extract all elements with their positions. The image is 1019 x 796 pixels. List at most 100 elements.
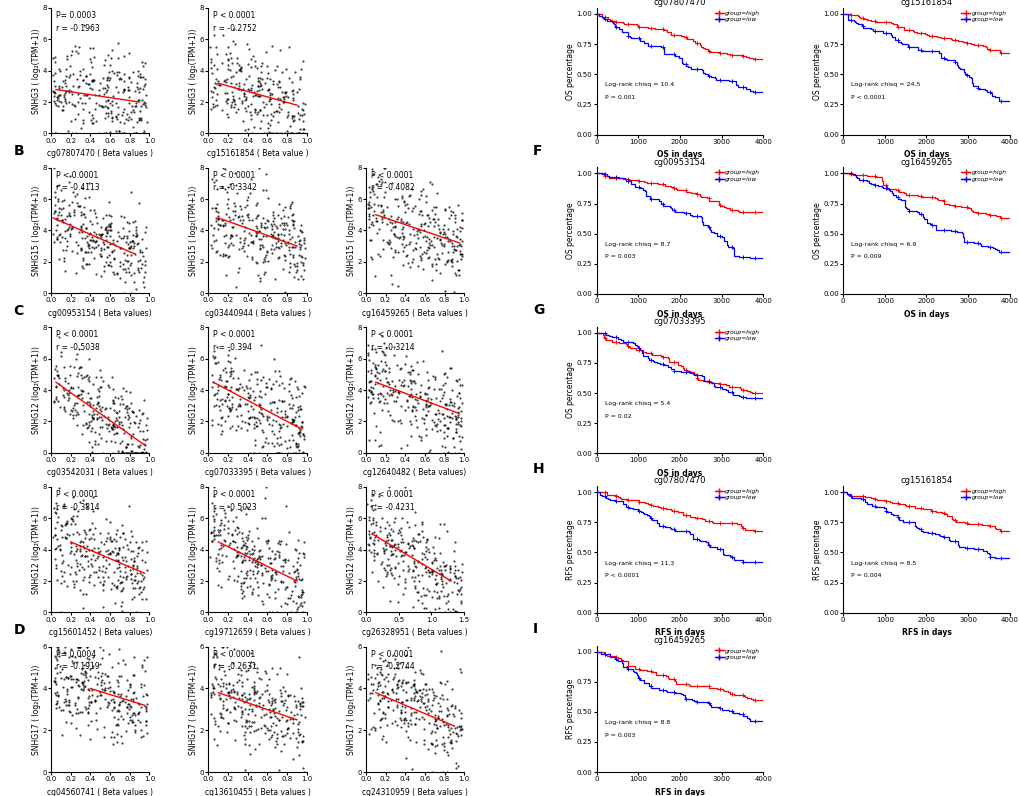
Point xyxy=(436,564,452,576)
Point xyxy=(230,76,247,89)
Point xyxy=(82,436,98,449)
Point xyxy=(88,211,104,224)
Point xyxy=(130,440,147,453)
Point xyxy=(108,528,124,540)
Point xyxy=(212,529,228,541)
Point xyxy=(49,574,65,587)
Point xyxy=(52,89,68,102)
Point xyxy=(424,178,440,190)
Point xyxy=(272,212,288,224)
Point xyxy=(221,706,237,719)
Point xyxy=(405,531,421,544)
Point xyxy=(287,437,304,450)
Point xyxy=(248,199,264,212)
Point xyxy=(115,232,131,244)
Point xyxy=(70,680,87,693)
Point xyxy=(104,383,120,396)
Point xyxy=(204,66,220,79)
Point xyxy=(71,540,88,552)
Point xyxy=(397,694,414,707)
Point xyxy=(288,606,305,618)
Point xyxy=(380,688,396,700)
Point xyxy=(240,100,257,113)
Point xyxy=(51,82,67,95)
Point xyxy=(430,404,446,417)
Point xyxy=(390,373,407,386)
Point xyxy=(294,256,311,269)
Point xyxy=(452,581,469,594)
Point xyxy=(268,375,284,388)
Point xyxy=(124,582,141,595)
Point xyxy=(289,736,306,749)
Point xyxy=(64,98,81,111)
Point xyxy=(371,525,387,538)
Point xyxy=(237,508,254,521)
Point xyxy=(96,574,112,587)
Point xyxy=(139,689,155,701)
Point xyxy=(113,392,129,405)
Point xyxy=(119,108,136,121)
Point xyxy=(271,546,287,559)
Point xyxy=(47,67,63,80)
Point xyxy=(47,497,63,509)
Point xyxy=(374,330,390,342)
Point xyxy=(435,560,451,572)
Point xyxy=(293,251,310,263)
Point xyxy=(273,127,289,140)
Point xyxy=(49,640,65,653)
Point xyxy=(425,718,441,731)
Point xyxy=(220,539,236,552)
Point xyxy=(210,209,226,222)
Point xyxy=(418,408,434,421)
Point xyxy=(426,383,442,396)
Point xyxy=(88,401,104,414)
Point xyxy=(94,666,110,679)
Point xyxy=(99,226,115,239)
Point xyxy=(293,573,310,586)
Point xyxy=(373,365,389,377)
Point xyxy=(423,204,439,217)
Point xyxy=(271,538,287,551)
Point xyxy=(82,233,98,246)
Point xyxy=(254,703,270,716)
Point xyxy=(206,515,222,528)
Point xyxy=(240,554,257,567)
Point xyxy=(413,525,429,537)
Point xyxy=(127,536,144,548)
Point xyxy=(272,418,288,431)
X-axis label: cg12640482 ( Beta values): cg12640482 ( Beta values) xyxy=(363,469,467,478)
Point xyxy=(46,89,62,102)
Point xyxy=(297,242,313,255)
Point xyxy=(137,57,153,69)
Point xyxy=(264,606,280,618)
Point xyxy=(110,444,126,457)
Point xyxy=(431,395,447,408)
Point xyxy=(132,730,149,743)
Point xyxy=(291,242,308,255)
Point xyxy=(381,529,397,541)
Point xyxy=(424,239,440,252)
Point xyxy=(137,255,153,267)
Point xyxy=(47,50,63,63)
Point xyxy=(50,689,66,701)
Point xyxy=(269,537,285,550)
Point xyxy=(91,547,107,560)
Point xyxy=(111,256,127,269)
Point xyxy=(263,564,279,577)
Point xyxy=(64,404,81,417)
Point xyxy=(447,727,464,739)
Point xyxy=(139,419,155,432)
Point xyxy=(421,717,437,730)
Point xyxy=(225,35,242,48)
Point xyxy=(58,517,74,529)
Point xyxy=(87,207,103,220)
Point xyxy=(446,606,463,618)
Point xyxy=(453,557,470,570)
Point xyxy=(427,264,443,277)
Point xyxy=(275,560,291,572)
Point xyxy=(117,447,133,459)
Point xyxy=(267,710,283,723)
Point xyxy=(434,578,450,591)
Point xyxy=(259,121,275,134)
Point xyxy=(429,696,445,709)
